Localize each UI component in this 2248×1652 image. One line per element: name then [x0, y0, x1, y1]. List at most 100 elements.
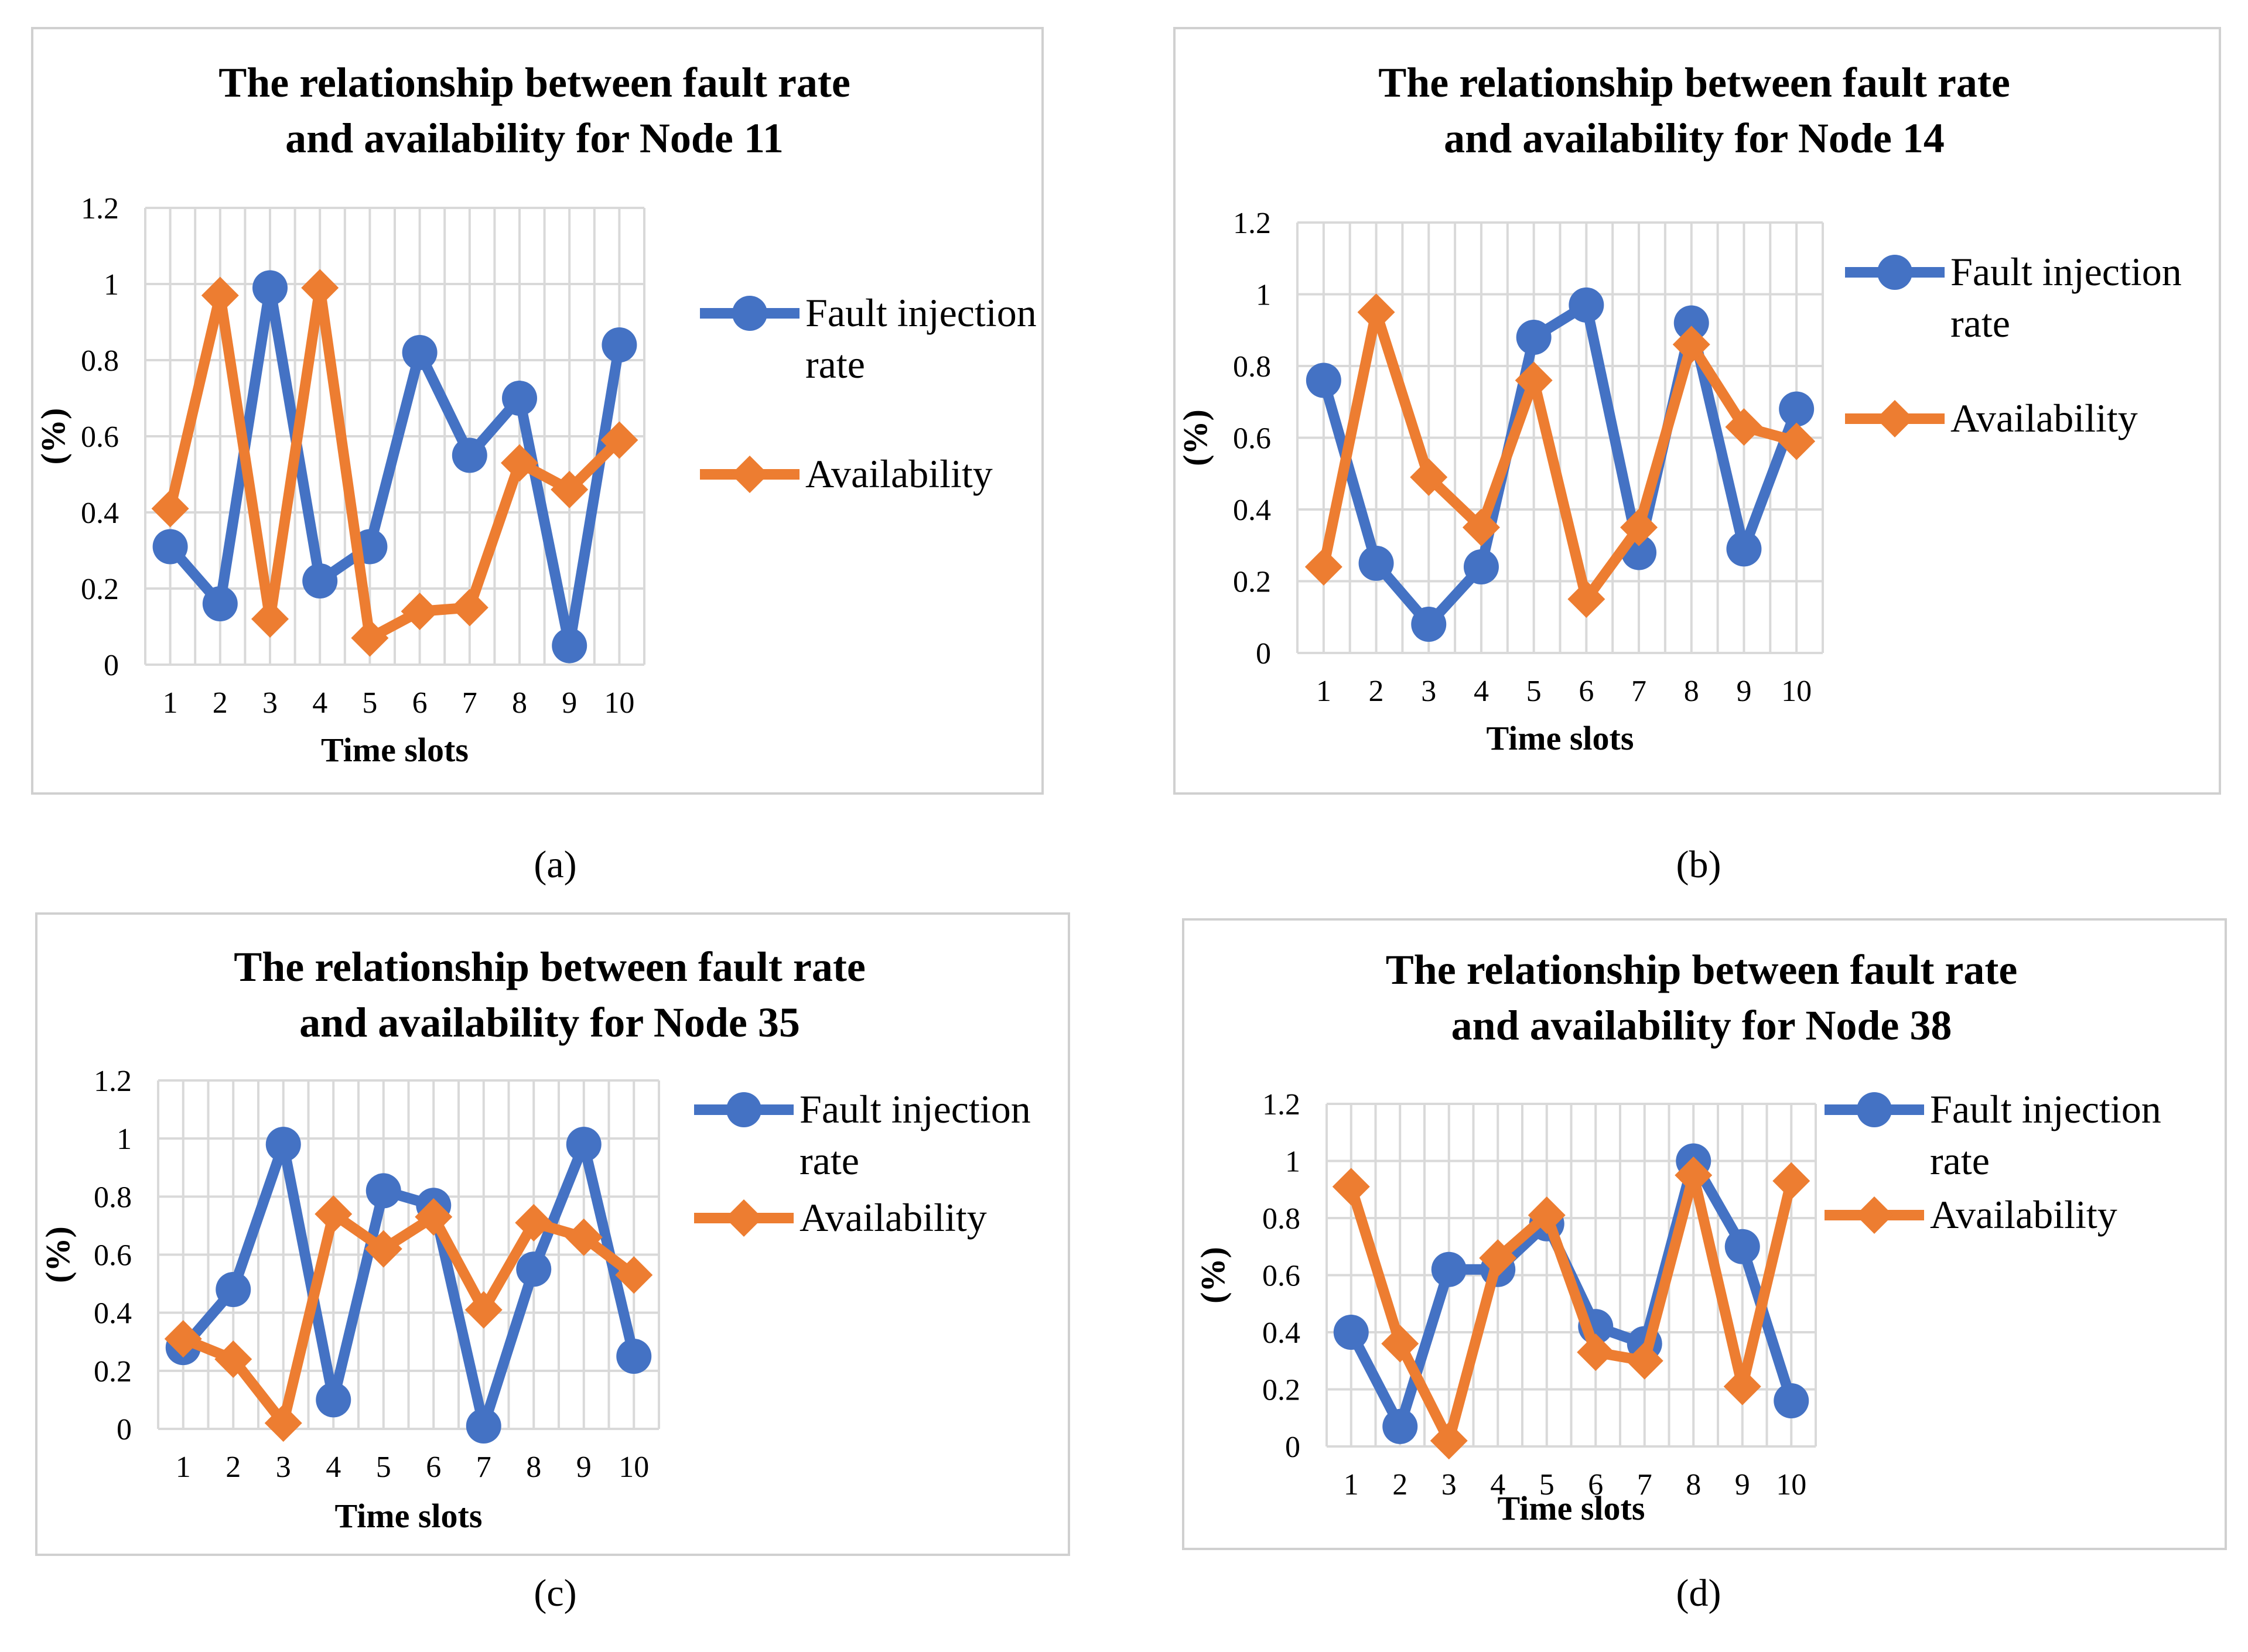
- y-tick-label: 0: [104, 649, 119, 682]
- data-point-fault: [552, 628, 587, 663]
- data-point-fault: [1569, 287, 1604, 323]
- x-tick-label: 6: [412, 686, 428, 720]
- legend-label: Availability: [800, 1195, 987, 1240]
- data-point-availability: [315, 1195, 353, 1233]
- y-tick-label: 1: [1285, 1145, 1300, 1179]
- chart-panel-4: The relationship between fault rate and a…: [1182, 918, 2227, 1550]
- data-point-fault: [616, 1339, 652, 1374]
- y-tick-label: 1: [104, 268, 119, 302]
- legend-item-availability: Availability: [694, 1195, 987, 1240]
- panel-caption: (a): [534, 843, 576, 886]
- data-point-availability: [1479, 1239, 1517, 1277]
- series-availability: [151, 269, 638, 657]
- x-tick-label: 8: [1686, 1468, 1701, 1501]
- x-tick-label: 8: [512, 686, 527, 720]
- chart-title-line-1: The relationship between fault rate: [1386, 946, 2018, 993]
- data-point-availability: [1723, 1367, 1761, 1405]
- y-tick-label: 0: [1285, 1431, 1300, 1464]
- y-axis-title: (%): [1194, 1247, 1232, 1304]
- x-tick-label: 7: [476, 1451, 491, 1484]
- data-point-availability: [1430, 1422, 1468, 1460]
- x-tick-label: 4: [312, 686, 327, 720]
- x-tick-label: 7: [462, 686, 477, 720]
- data-point-fault: [1463, 549, 1499, 584]
- y-tick-label: 0.8: [94, 1181, 132, 1214]
- data-point-availability: [1357, 293, 1395, 331]
- x-axis-title: Time slots: [321, 731, 469, 769]
- y-tick-label: 0.6: [1233, 422, 1271, 456]
- data-point-availability: [1567, 580, 1605, 618]
- data-point-fault: [265, 1127, 301, 1162]
- chart-title-line-2: and availability for Node 38: [1451, 1002, 1952, 1049]
- series-line-availability: [181, 1209, 637, 1429]
- legend-item-fault: Fault injection rate: [694, 1087, 1031, 1183]
- chart-panel-3: The relationship between fault rate and a…: [35, 912, 1070, 1556]
- chart-title-line-2: and availability for Node 14: [1444, 115, 1945, 162]
- y-tick-label: 0.4: [1262, 1316, 1300, 1350]
- legend-marker: [731, 456, 768, 493]
- y-tick-label: 1.2: [1233, 207, 1271, 240]
- data-point-fault: [1411, 607, 1447, 642]
- y-tick-label: 1: [117, 1123, 132, 1156]
- legend-label: Fault injection: [1930, 1087, 2161, 1131]
- legend-item-availability: Availability: [1845, 396, 2138, 440]
- panel-caption: (d): [1676, 1572, 1721, 1615]
- data-point-availability: [1528, 1196, 1566, 1234]
- x-tick-label: 3: [276, 1451, 291, 1484]
- data-point-availability: [1778, 422, 1816, 460]
- y-tick-label: 1.2: [1262, 1088, 1300, 1121]
- series-line-fault: [179, 1139, 640, 1432]
- data-point-availability: [1725, 408, 1763, 446]
- data-point-availability: [164, 1320, 202, 1358]
- x-tick-label: 7: [1637, 1468, 1652, 1501]
- data-point-availability: [600, 421, 638, 459]
- legend-marker: [732, 296, 767, 331]
- legend-label: rate: [1930, 1138, 1990, 1183]
- y-tick-label: 0.4: [81, 497, 119, 530]
- chart-frame: [31, 27, 1044, 795]
- legend-label: rate: [800, 1138, 859, 1183]
- x-axis-title: Time slots: [1498, 1489, 1645, 1527]
- data-point-fault: [516, 1251, 552, 1287]
- x-tick-label: 5: [1539, 1468, 1555, 1501]
- data-point-availability: [351, 619, 389, 657]
- y-tick-label: 0.4: [94, 1297, 132, 1331]
- chart-title-line-1: The relationship between fault rate: [218, 59, 850, 106]
- x-tick-label: 7: [1631, 675, 1646, 708]
- y-axis-title: (%): [1176, 409, 1214, 466]
- data-point-fault: [316, 1382, 351, 1418]
- y-tick-label: 0.6: [94, 1239, 132, 1273]
- series-line-availability: [165, 282, 623, 644]
- data-point-fault: [1431, 1251, 1467, 1287]
- legend-marker: [1876, 400, 1914, 437]
- x-tick-label: 2: [213, 686, 228, 720]
- chart-title-line-2: and availability for Node 35: [299, 999, 800, 1046]
- data-point-availability: [264, 1404, 302, 1442]
- y-tick-label: 0.2: [94, 1355, 132, 1388]
- legend-label: Fault injection: [800, 1087, 1031, 1131]
- legend-marker: [1857, 1092, 1892, 1127]
- y-tick-label: 0: [117, 1413, 132, 1446]
- x-tick-label: 8: [1684, 675, 1699, 708]
- data-point-fault: [252, 270, 288, 306]
- series-availability: [1304, 293, 1816, 618]
- y-tick-label: 1.2: [81, 192, 119, 225]
- data-point-availability: [201, 276, 239, 314]
- data-point-availability: [1620, 508, 1658, 546]
- data-point-availability: [1332, 1168, 1370, 1206]
- series-line-fault: [1318, 299, 1802, 630]
- chart-panel-1: The relationship between fault rate and a…: [31, 27, 1044, 795]
- x-tick-label: 9: [562, 686, 577, 720]
- legend-label: Availability: [805, 452, 993, 496]
- y-tick-label: 0.8: [1262, 1202, 1300, 1236]
- data-point-fault: [1726, 531, 1762, 567]
- chart-title-line-1: The relationship between fault rate: [1378, 59, 2010, 106]
- data-point-fault: [1306, 362, 1341, 398]
- data-point-fault: [365, 1173, 401, 1209]
- x-tick-label: 3: [262, 686, 278, 720]
- x-tick-label: 9: [1735, 1468, 1750, 1501]
- data-point-availability: [565, 1218, 603, 1256]
- data-point-fault: [1358, 545, 1394, 581]
- x-tick-label: 9: [1736, 675, 1751, 708]
- x-tick-label: 1: [1316, 675, 1331, 708]
